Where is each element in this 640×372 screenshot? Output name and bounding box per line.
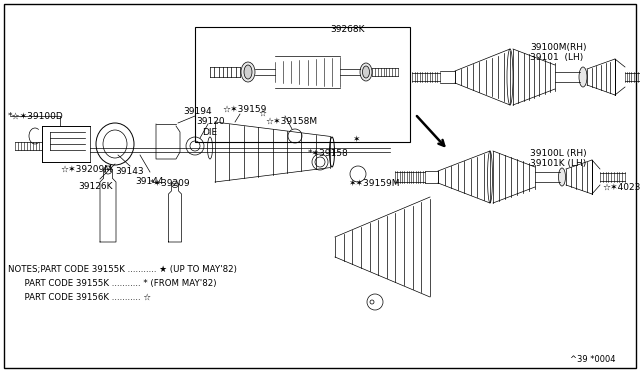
Text: NOTES;PART CODE 39155K ........... ★ (UP TO MAY'82): NOTES;PART CODE 39155K ........... ★ (UP…: [8, 265, 237, 274]
Text: 39100M(RH): 39100M(RH): [530, 43, 586, 52]
Text: 39101  (LH): 39101 (LH): [530, 53, 583, 62]
Text: 39268K: 39268K: [330, 25, 365, 34]
Text: ☆✶39159: ☆✶39159: [222, 105, 266, 114]
Text: PART CODE 39155K ........... * (FROM MAY'82): PART CODE 39155K ........... * (FROM MAY…: [8, 279, 216, 288]
Text: ✶✶39159M: ✶✶39159M: [348, 179, 399, 188]
Ellipse shape: [360, 63, 372, 81]
Text: 39120: 39120: [196, 117, 225, 126]
Text: ☆✶39158M: ☆✶39158M: [265, 117, 317, 126]
Text: DIE: DIE: [202, 128, 217, 137]
Text: *✶39158: *✶39158: [308, 149, 349, 158]
Text: 39143: 39143: [115, 167, 143, 176]
Ellipse shape: [362, 66, 369, 78]
Text: ☆✶39209M: ☆✶39209M: [60, 165, 112, 174]
Text: *☆✶39100D: *☆✶39100D: [8, 112, 64, 121]
Text: ☆: ☆: [258, 109, 266, 118]
Ellipse shape: [241, 62, 255, 82]
Text: 39126K: 39126K: [78, 182, 113, 191]
Bar: [195, 27, 410, 142]
Ellipse shape: [244, 65, 252, 79]
Text: ✶: ✶: [352, 135, 360, 144]
Text: PART CODE 39156K ........... ☆: PART CODE 39156K ........... ☆: [8, 293, 151, 302]
Text: *✶39209: *✶39209: [150, 179, 191, 188]
Text: ☆✶40234: ☆✶40234: [602, 183, 640, 192]
Text: 39101K (LH): 39101K (LH): [530, 159, 586, 168]
Text: 39194: 39194: [183, 107, 212, 116]
Text: 39100L (RH): 39100L (RH): [530, 149, 587, 158]
Ellipse shape: [559, 168, 566, 186]
Text: 39144: 39144: [135, 177, 163, 186]
Text: ^39 *0004: ^39 *0004: [570, 355, 616, 364]
Ellipse shape: [579, 67, 587, 87]
